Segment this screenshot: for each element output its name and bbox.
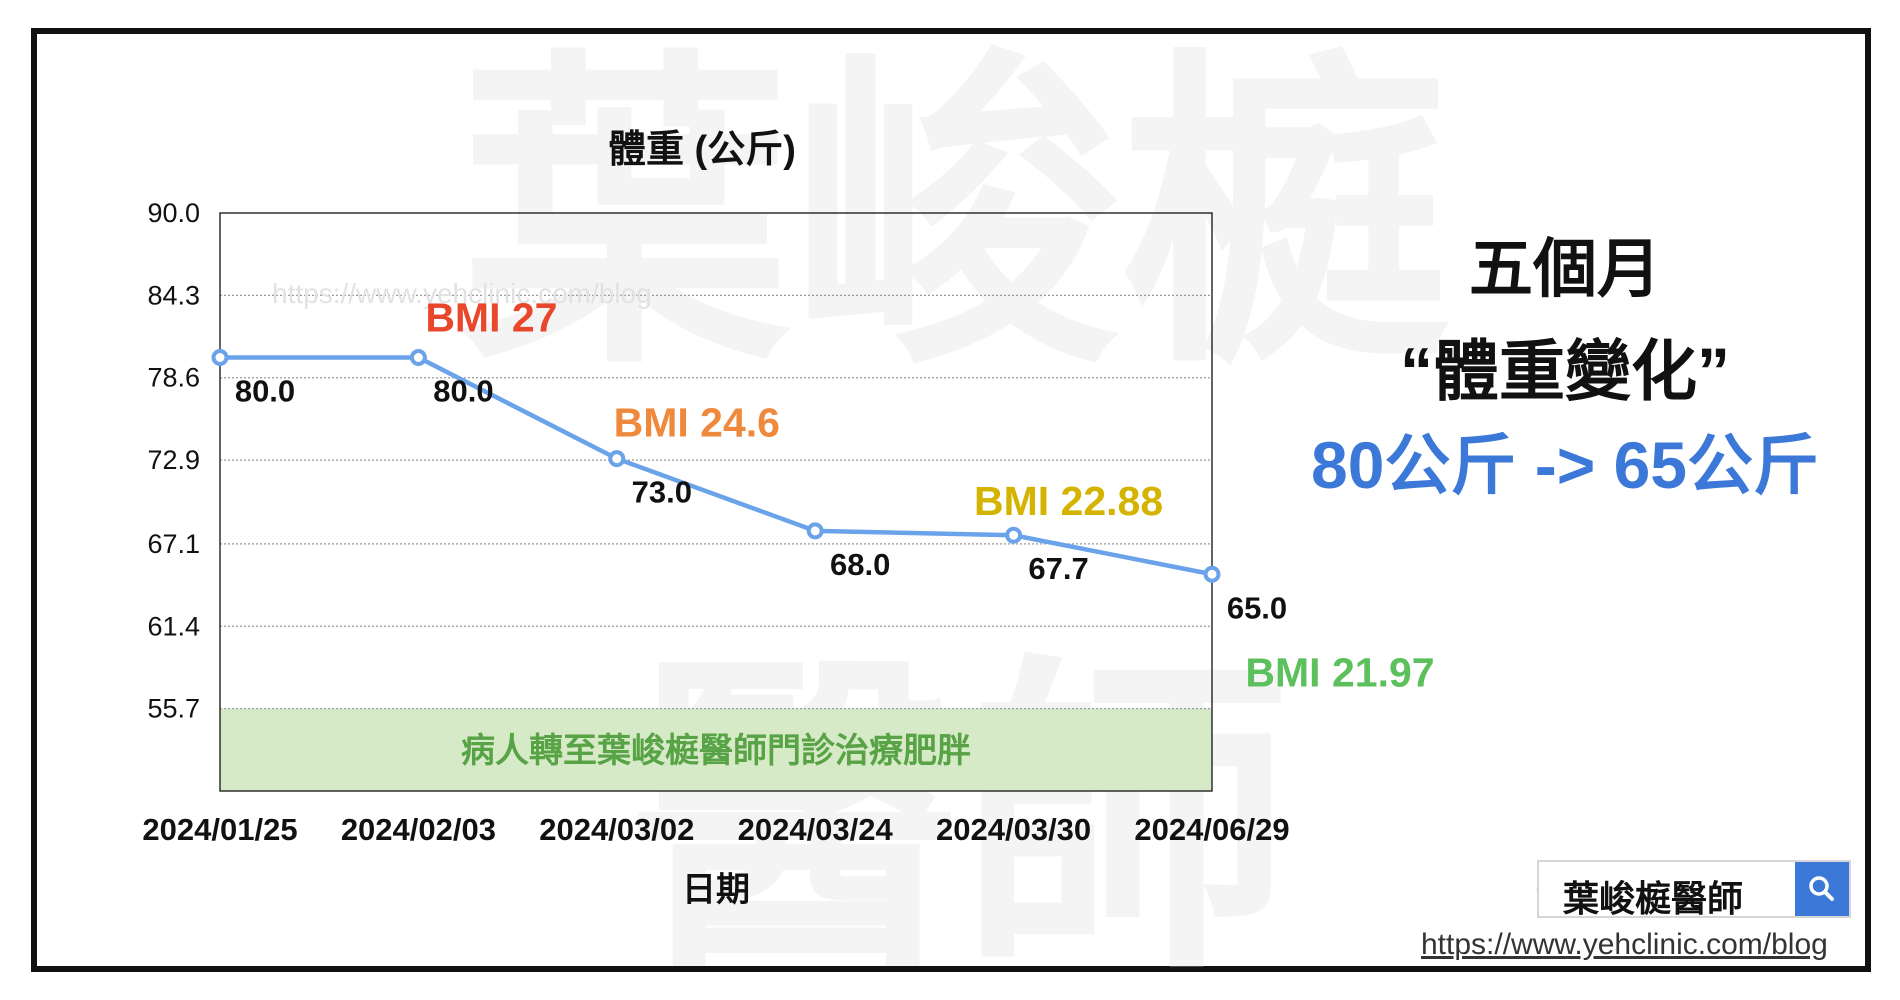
x-tick-label: 2024/03/24 — [738, 812, 894, 847]
search-icon — [1809, 876, 1834, 901]
side-heading-change: “體重變化” — [1400, 334, 1730, 408]
bmi-annotation: BMI 21.97 — [1245, 649, 1434, 695]
y-tick-label: 55.7 — [147, 694, 200, 724]
x-tick-label: 2024/03/30 — [936, 812, 1091, 847]
bmi-annotation: BMI 22.88 — [974, 478, 1163, 524]
series-line — [220, 355, 1213, 577]
y-tick-label: 72.9 — [147, 445, 200, 475]
data-point — [409, 349, 427, 366]
side-heading-period: 五個月 — [1469, 233, 1661, 305]
y-tick-label: 90.0 — [147, 198, 200, 228]
search-badge-text: 葉峻榳醫師 — [1563, 878, 1744, 919]
grid — [220, 294, 1212, 710]
watermark-inline: https://www.yehclinic.com/blog — [272, 278, 652, 309]
x-tick-label: 2024/01/25 — [142, 812, 297, 847]
band-label: 病人轉至葉峻榳醫師門診治療肥胖 — [461, 731, 971, 770]
data-point — [211, 349, 229, 366]
data-label: 65.0 — [1227, 590, 1287, 625]
search-badge: 葉峻榳醫師 — [1537, 860, 1851, 919]
data-label: 67.7 — [1028, 551, 1088, 586]
side-heading-weights: 80公斤 -> 65公斤 — [1310, 428, 1820, 502]
search-button — [1795, 862, 1849, 916]
data-labels: 80.0 80.0 73.0 68.0 67.7 65.0 — [235, 374, 1287, 626]
plot-area — [219, 212, 1213, 792]
data-label: 68.0 — [830, 547, 890, 582]
band-rect — [220, 708, 1212, 791]
y-tick-label: 84.3 — [147, 280, 200, 310]
y-tick-label: 67.1 — [147, 529, 200, 559]
data-point — [608, 450, 626, 468]
data-point — [806, 522, 824, 540]
y-tick-labels: 90.0 84.3 78.6 72.9 67.1 61.4 55.7 — [147, 198, 200, 724]
watermark-top: 葉峻榳 — [455, 31, 1450, 400]
y-tick-label: 78.6 — [147, 363, 200, 393]
y-tick-label: 61.4 — [147, 611, 200, 641]
bmi-annotation: BMI 27 — [425, 295, 557, 341]
x-axis-label: 日期 — [682, 871, 750, 909]
data-point — [1005, 526, 1023, 544]
watermark: 葉峻榳 醫師 — [455, 31, 1450, 1000]
chart-title: 體重 (公斤) — [608, 129, 796, 171]
data-label: 73.0 — [632, 475, 692, 510]
bmi-annotation: BMI 24.6 — [614, 400, 780, 446]
footer-url[interactable]: https://www.yehclinic.com/blog — [1421, 928, 1828, 961]
data-label: 80.0 — [235, 374, 295, 409]
x-tick-label: 2024/06/29 — [1134, 812, 1289, 847]
x-tick-label: 2024/03/02 — [539, 812, 694, 847]
chart-frame — [31, 28, 1871, 972]
x-tick-label: 2024/02/03 — [341, 812, 496, 847]
x-tick-labels: 2024/01/25 2024/02/03 2024/03/02 2024/03/24… — [142, 812, 1289, 847]
bmi-annotations: BMI 27 BMI 24.6 BMI 22.88 BMI 21.97 — [425, 295, 1434, 696]
data-label: 80.0 — [433, 374, 493, 409]
watermark-bottom: 醫師 — [630, 636, 1290, 1000]
data-point — [1203, 565, 1221, 583]
data-points — [211, 349, 1221, 583]
